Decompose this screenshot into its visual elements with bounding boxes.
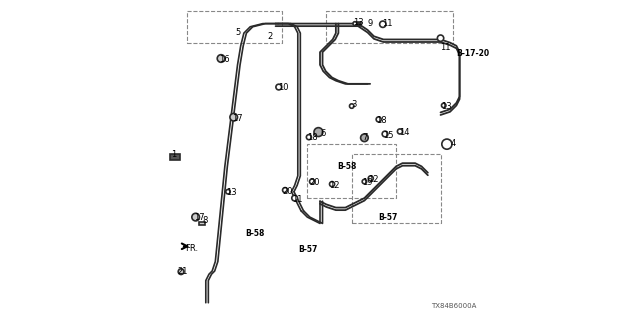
Text: 18: 18 [376,116,387,124]
Circle shape [437,35,444,41]
Circle shape [276,84,282,90]
Circle shape [362,179,367,184]
Text: 5: 5 [235,28,240,37]
Text: 14: 14 [399,128,409,137]
Bar [199,222,205,225]
Text: 15: 15 [383,131,394,140]
Circle shape [353,22,356,26]
Bar [352,154,440,223]
Text: 12: 12 [368,174,379,184]
Circle shape [314,128,323,137]
Circle shape [217,55,225,62]
Text: B-58: B-58 [337,163,357,172]
Circle shape [178,269,184,275]
Text: 19: 19 [362,178,373,187]
Circle shape [292,195,298,201]
Text: 21: 21 [178,267,188,276]
Text: B-57: B-57 [298,245,317,254]
Bar [357,22,361,26]
Text: 8: 8 [202,216,207,225]
Text: TX84B6000A: TX84B6000A [431,303,476,309]
Text: 12: 12 [330,181,340,190]
Bar [187,11,282,43]
Text: 11: 11 [382,19,392,28]
Circle shape [192,213,200,221]
Text: 13: 13 [353,19,364,28]
Circle shape [376,117,381,122]
Text: B-58: B-58 [246,229,265,238]
Circle shape [397,129,403,134]
Text: 3: 3 [351,100,356,109]
Text: 11: 11 [292,195,303,204]
Text: 18: 18 [307,133,317,142]
Text: 20: 20 [310,178,321,187]
Circle shape [380,21,386,28]
Circle shape [226,189,230,194]
Text: 13: 13 [226,188,237,197]
Text: 6: 6 [320,130,325,139]
Text: 16: 16 [219,55,230,64]
Text: 7: 7 [362,133,367,142]
Circle shape [368,176,373,181]
Text: 17: 17 [194,213,204,222]
Circle shape [330,181,335,187]
Circle shape [442,139,452,149]
Text: 11: 11 [440,43,451,52]
Text: 2: 2 [268,32,273,41]
Text: FR.: FR. [185,244,198,253]
Circle shape [442,103,446,108]
Circle shape [307,135,312,140]
Bar [170,154,180,160]
Text: 10: 10 [278,83,289,92]
Text: B-57: B-57 [379,213,398,222]
Circle shape [310,179,315,184]
Text: 1: 1 [172,150,177,159]
Text: 17: 17 [232,114,243,123]
Circle shape [360,134,368,142]
Text: 20: 20 [283,187,293,196]
Text: 13: 13 [441,101,452,111]
Text: 4: 4 [451,139,456,148]
Text: B-17-20: B-17-20 [456,49,490,58]
Text: 9: 9 [367,19,373,28]
Bar [326,11,453,43]
Bar [307,144,396,198]
Circle shape [382,131,388,137]
Circle shape [283,188,287,193]
Circle shape [349,104,354,108]
Circle shape [230,113,237,121]
